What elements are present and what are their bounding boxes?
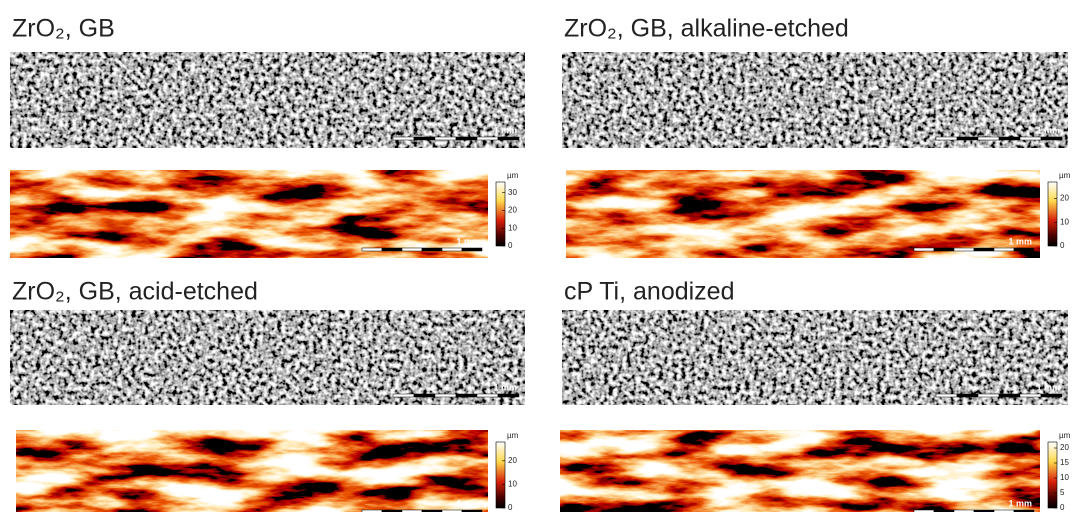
- scale-bar-segment: [435, 394, 456, 397]
- sem-image: [562, 310, 1068, 405]
- scale-bar-segment: [957, 137, 978, 140]
- scale-bar-segment: [393, 394, 414, 397]
- scale-bar-segment: [978, 137, 999, 140]
- colorbar: [496, 442, 505, 508]
- scale-bar-label: 1 mm: [1036, 125, 1060, 135]
- scale-bar-segment: [999, 394, 1020, 397]
- scale-bar-segment: [456, 137, 477, 140]
- scale-bar-segment: [914, 248, 934, 251]
- scale-bar-segment: [498, 394, 519, 397]
- height-map: [16, 430, 488, 512]
- scale-bar-segment: [1020, 394, 1041, 397]
- scale-bar-label: 1 mm: [1008, 498, 1032, 508]
- scale-bar-segment: [1041, 137, 1062, 140]
- scale-bar-segment: [362, 248, 382, 251]
- colorbar-tick-label: 15: [1060, 458, 1069, 467]
- colorbar-unit: µm: [507, 431, 519, 440]
- scale-bar-label: 1 mm: [456, 498, 480, 508]
- colorbar-unit: µm: [1059, 431, 1071, 440]
- colorbar-tick-label: 10: [1060, 473, 1069, 482]
- scale-bar-segment: [422, 248, 442, 251]
- scale-bar-segment: [414, 394, 435, 397]
- scale-bar-segment: [393, 137, 414, 140]
- scale-bar-label: 1 mm: [493, 125, 517, 135]
- colorbar: [496, 182, 505, 246]
- colorbar-tick-label: 0: [1060, 503, 1065, 512]
- panel-title: ZrO₂, GB, acid-etched: [12, 278, 258, 306]
- scale-bar-segment: [498, 137, 519, 140]
- panel-title: cP Ti, anodized: [564, 278, 734, 306]
- colorbar-tick-label: 0: [508, 241, 513, 250]
- colorbar-tick-label: 20: [1060, 194, 1069, 203]
- colorbar-tick-label: 10: [508, 223, 517, 232]
- scale-bar-segment: [999, 137, 1020, 140]
- colorbar-tick-label: 10: [508, 480, 517, 489]
- figure: ZrO₂, GB 1 mm 1 mm µm 30 20 10 0 ZrO₂, GB, alkal…: [0, 0, 1072, 512]
- scale-bar-segment: [402, 248, 422, 251]
- scale-bar-segment: [414, 137, 435, 140]
- colorbar-unit: µm: [507, 171, 519, 180]
- figure-canvas: ZrO₂, GB 1 mm 1 mm µm 30 20 10 0 ZrO₂, GB, alkal…: [0, 0, 1072, 512]
- sem-image: [10, 310, 525, 405]
- colorbar: [1048, 182, 1057, 246]
- scale-bar-segment: [957, 394, 978, 397]
- colorbar: [1048, 442, 1057, 508]
- scale-bar-segment: [462, 248, 482, 251]
- height-map: [10, 170, 488, 258]
- scale-bar-segment: [477, 137, 498, 140]
- scale-bar-segment: [1020, 137, 1041, 140]
- scale-bar-segment: [456, 394, 477, 397]
- scale-bar-segment: [477, 394, 498, 397]
- colorbar-tick-label: 10: [1060, 217, 1069, 226]
- scale-bar-segment: [1041, 394, 1062, 397]
- colorbar-tick-label: 5: [1060, 488, 1065, 497]
- scale-bar-segment: [936, 394, 957, 397]
- height-map: [566, 170, 1040, 258]
- sem-image: [10, 52, 525, 148]
- scale-bar-segment: [978, 394, 999, 397]
- scale-bar-segment: [954, 248, 974, 251]
- colorbar-tick-label: 30: [508, 188, 517, 197]
- sem-image: [562, 52, 1068, 148]
- colorbar-tick-label: 0: [508, 503, 513, 512]
- colorbar-tick-label: 20: [508, 206, 517, 215]
- height-map: [560, 430, 1040, 512]
- scale-bar-label: 1 mm: [493, 382, 517, 392]
- scale-bar-segment: [435, 137, 456, 140]
- colorbar-tick-label: 0: [1060, 241, 1065, 250]
- colorbar-unit: µm: [1059, 171, 1071, 180]
- scale-bar-label: 1 mm: [1008, 236, 1032, 246]
- scale-bar-label: 1 mm: [456, 236, 480, 246]
- scale-bar-segment: [936, 137, 957, 140]
- scale-bar-label: 1 mm: [1036, 382, 1060, 392]
- colorbar-tick-label: 20: [1060, 443, 1069, 452]
- scale-bar-segment: [934, 248, 954, 251]
- panel-title: ZrO₂, GB: [12, 15, 115, 43]
- scale-bar-segment: [974, 248, 994, 251]
- panel-title: ZrO₂, GB, alkaline-etched: [564, 15, 849, 43]
- scale-bar-segment: [382, 248, 402, 251]
- scale-bar-segment: [994, 248, 1014, 251]
- colorbar-tick-label: 20: [508, 456, 517, 465]
- scale-bar-segment: [442, 248, 462, 251]
- scale-bar-segment: [1014, 248, 1034, 251]
